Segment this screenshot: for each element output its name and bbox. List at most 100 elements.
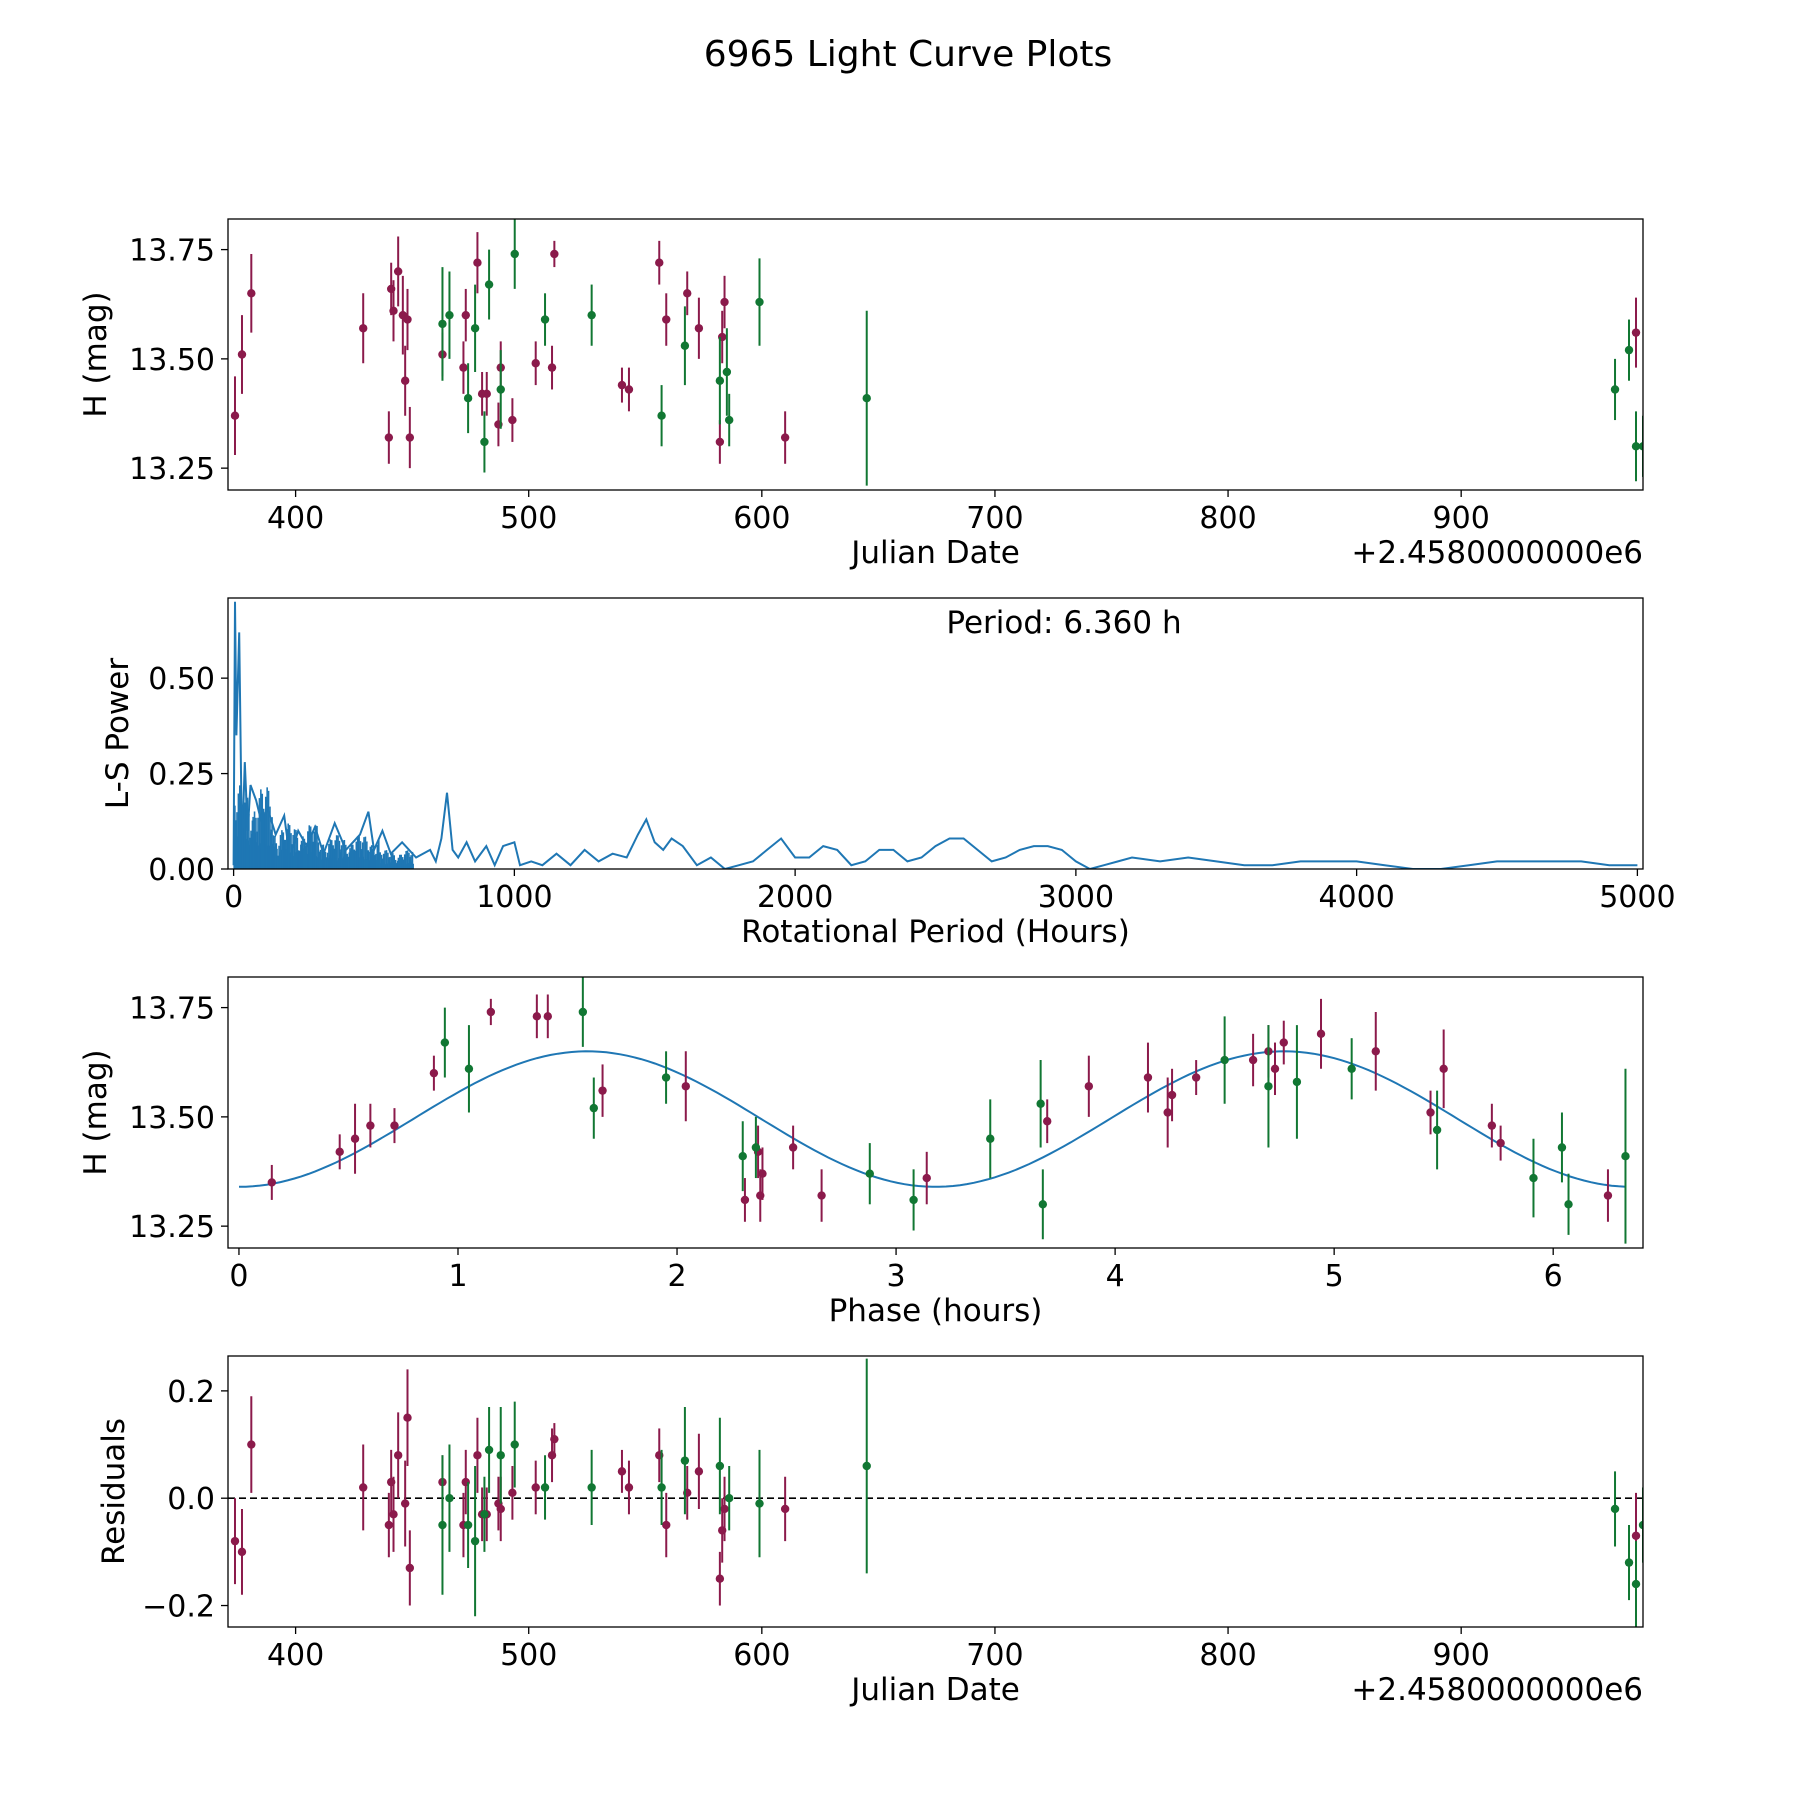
- y-tick-label: 13.25: [129, 452, 215, 487]
- periodogram-dense-region: [233, 785, 414, 869]
- x-axis-label: Julian Date: [849, 535, 1020, 571]
- data-point: [230, 411, 240, 420]
- x-tick-label: 700: [966, 501, 1023, 536]
- y-tick-label: 13.75: [129, 234, 215, 269]
- x-tick-label: 500: [500, 1638, 557, 1673]
- data-point: [350, 1134, 360, 1143]
- data-point: [335, 1147, 344, 1157]
- data-point: [1167, 1090, 1177, 1100]
- y-tick-label: −0.2: [142, 1590, 215, 1625]
- data-point: [662, 315, 671, 324]
- data-point: [661, 1073, 671, 1082]
- plot-area: [228, 1358, 1643, 1627]
- x-tick-label: 2: [667, 1259, 686, 1294]
- data-point: [617, 1467, 627, 1476]
- data-point: [390, 1121, 399, 1130]
- data-point: [510, 249, 519, 259]
- data-point: [715, 1574, 725, 1583]
- data-point: [510, 1440, 519, 1449]
- x-axis-label: Julian Date: [849, 1672, 1020, 1708]
- x-tick-label: 1000: [476, 880, 552, 915]
- data-point: [617, 380, 627, 390]
- data-point: [1043, 1117, 1052, 1126]
- data-point: [922, 1173, 931, 1183]
- data-point: [1603, 1191, 1613, 1200]
- data-point: [740, 1195, 750, 1205]
- x-tick-label: 5000: [1599, 880, 1675, 915]
- data-point: [1191, 1073, 1201, 1082]
- x-axis-label: Rotational Period (Hours): [741, 914, 1130, 950]
- data-point: [578, 1007, 588, 1017]
- data-point: [540, 1483, 550, 1492]
- data-point: [359, 1483, 368, 1492]
- series-filter-red: [230, 1369, 1641, 1606]
- axes-frame: [227, 218, 1644, 491]
- data-point: [1279, 1038, 1288, 1047]
- data-point: [1371, 1047, 1380, 1056]
- y-tick-label: 0.2: [167, 1375, 215, 1410]
- y-axis-label: H (mag): [78, 291, 114, 417]
- data-point: [755, 297, 764, 307]
- data-point: [480, 437, 489, 447]
- x-tick-label: 800: [1199, 501, 1256, 536]
- plot-area: [230, 219, 1643, 486]
- chart-lc: 400 500 600 700 800 900 13.25 13.50 13.75 Julian …: [78, 218, 1644, 571]
- x-tick-label: 600: [733, 1638, 790, 1673]
- data-point: [550, 249, 559, 259]
- data-point: [1439, 1064, 1448, 1073]
- data-point: [550, 1434, 559, 1444]
- data-point: [657, 411, 666, 420]
- data-point: [624, 385, 634, 394]
- data-point: [461, 310, 470, 320]
- data-point: [389, 306, 398, 315]
- data-point: [722, 367, 732, 377]
- data-point: [486, 1007, 496, 1017]
- data-point: [788, 1143, 798, 1152]
- data-point: [862, 394, 871, 403]
- series-filter-red: [230, 232, 1641, 469]
- data-point: [1496, 1138, 1505, 1148]
- y-tick-label: 13.25: [129, 1210, 215, 1245]
- data-point: [366, 1121, 375, 1130]
- data-point: [459, 363, 468, 372]
- data-point: [715, 1461, 725, 1471]
- data-point: [482, 389, 491, 399]
- data-point: [405, 433, 415, 442]
- data-point: [986, 1134, 995, 1143]
- series-filter-red: [267, 994, 1613, 1222]
- data-point: [1529, 1173, 1538, 1183]
- data-point: [543, 1012, 552, 1021]
- data-point: [359, 324, 368, 333]
- data-point: [1487, 1121, 1497, 1130]
- data-point: [738, 1152, 747, 1161]
- data-point: [1220, 1055, 1229, 1065]
- data-point: [1631, 1531, 1641, 1540]
- data-point: [724, 415, 734, 425]
- data-point: [1270, 1064, 1280, 1073]
- x-offset-text: +2.4580000000e6: [1351, 535, 1643, 571]
- x-tick-label: 2000: [757, 880, 833, 915]
- data-point: [758, 1169, 767, 1178]
- x-tick-label: 4: [1106, 1259, 1125, 1294]
- data-point: [389, 1510, 398, 1519]
- data-point: [1621, 1152, 1630, 1161]
- y-tick-label: 0.00: [148, 853, 215, 888]
- data-point: [694, 1467, 704, 1476]
- data-point: [624, 1483, 634, 1492]
- data-point: [865, 1169, 874, 1178]
- x-offset-text: +2.4580000000e6: [1351, 1672, 1643, 1708]
- x-tick-label: 0: [224, 880, 243, 915]
- data-point: [473, 258, 482, 267]
- data-point: [484, 280, 494, 289]
- data-point: [1631, 1579, 1641, 1589]
- data-point: [237, 1547, 247, 1557]
- data-point: [1624, 1558, 1634, 1567]
- data-point: [1432, 1125, 1442, 1135]
- axes-frame: [227, 976, 1644, 1249]
- data-point: [587, 310, 596, 320]
- data-point: [1638, 1520, 1643, 1530]
- data-point: [694, 324, 704, 333]
- x-tick-label: 5: [1325, 1259, 1344, 1294]
- data-point: [681, 1082, 690, 1091]
